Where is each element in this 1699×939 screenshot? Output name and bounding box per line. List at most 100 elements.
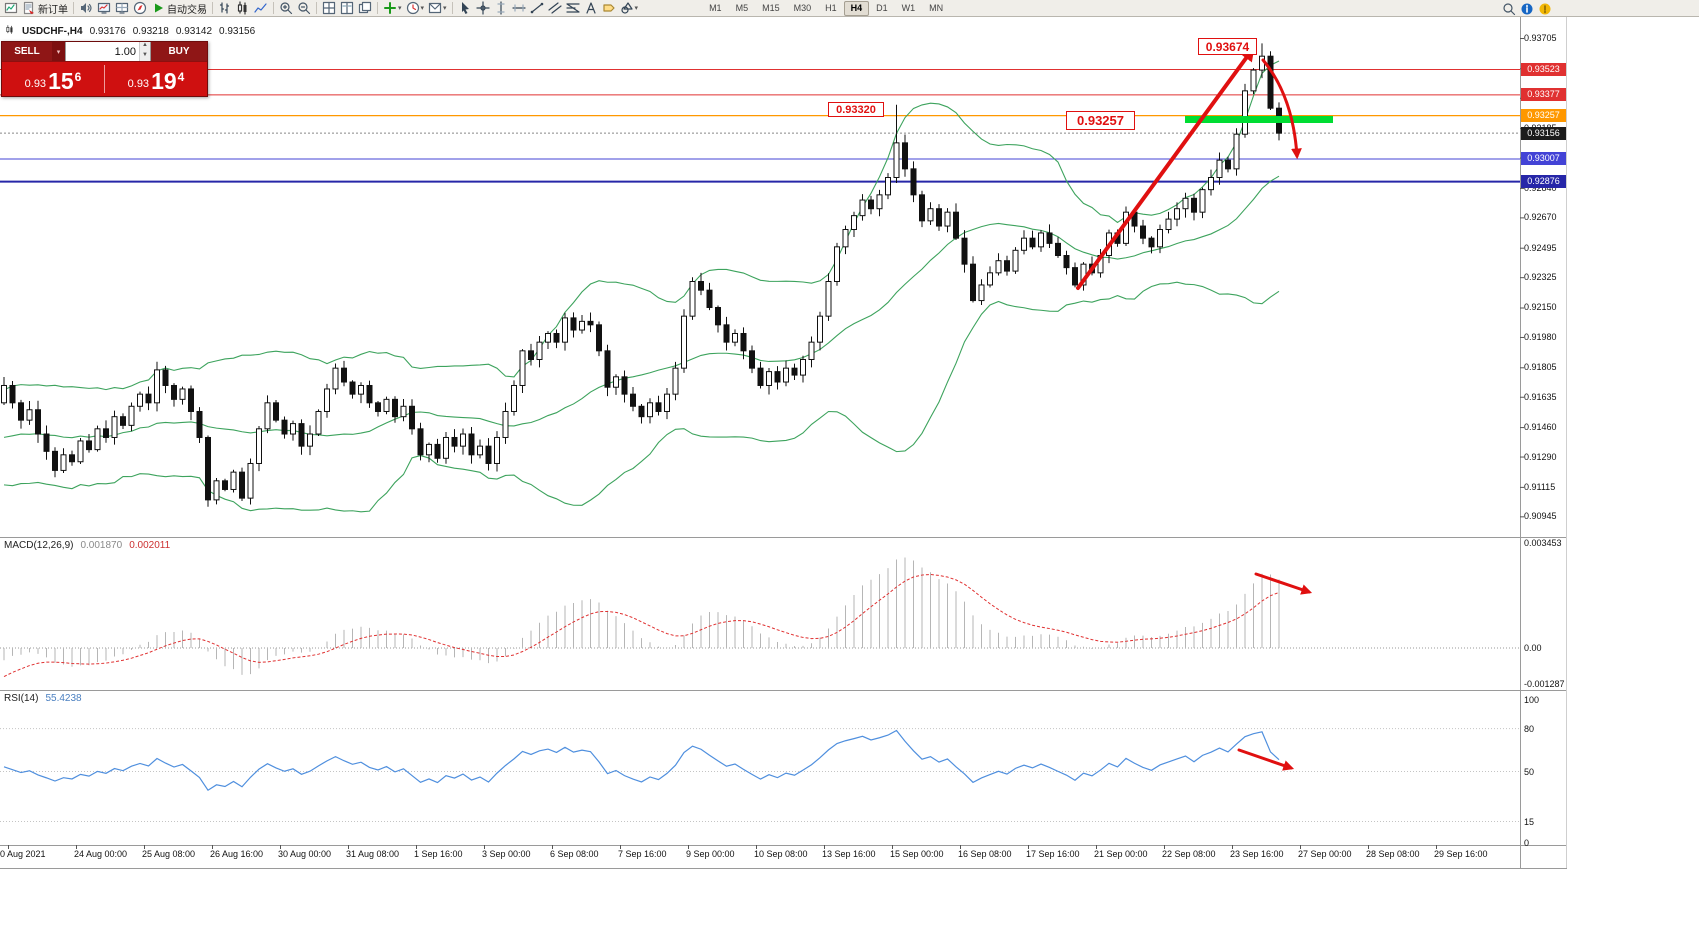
- low-value: 0.93142: [175, 25, 213, 37]
- chart-symbol-line: USDCHF-,H4 0.93176 0.93218 0.93142 0.931…: [5, 24, 255, 38]
- plus-green-icon: [383, 1, 397, 15]
- autotrading-button-label: 自动交易: [167, 4, 207, 16]
- chart-type-icon: [5, 24, 15, 38]
- pane-separator[interactable]: [0, 689, 1567, 692]
- candlestick-mode-button[interactable]: [234, 1, 252, 16]
- sell-price-sup: 6: [74, 70, 82, 84]
- indicators-button[interactable]: ▾: [381, 1, 404, 16]
- timeframe-m5[interactable]: M5: [735, 2, 749, 13]
- macd-label: MACD(12,26,9) 0.001870 0.002011: [4, 540, 170, 551]
- arrange-windows-button[interactable]: [338, 1, 356, 16]
- macd-main-value: 0.001870: [80, 540, 123, 551]
- zoom-in-icon: [279, 1, 293, 15]
- textA-icon: [584, 1, 598, 15]
- data-window-button[interactable]: [113, 1, 131, 16]
- sound-alerts-button[interactable]: [77, 1, 95, 16]
- rsi-label: RSI(14) 55.4238: [4, 693, 82, 704]
- line-chart-mode-button[interactable]: [252, 1, 270, 16]
- community-button[interactable]: [1518, 1, 1536, 16]
- volume-up-icon[interactable]: ▲: [140, 42, 150, 52]
- volume-down-icon[interactable]: ▼: [140, 51, 150, 61]
- buy-price-sup: 4: [177, 70, 185, 84]
- cursor-tool-button[interactable]: [456, 1, 474, 16]
- toolbar-right-group: [1500, 1, 1554, 16]
- horizontal-line-tool-button[interactable]: [510, 1, 528, 16]
- cursor-icon: [458, 1, 472, 15]
- trend-up-arrow[interactable]: [1076, 46, 1255, 290]
- crosshair-tool-button[interactable]: [474, 1, 492, 16]
- tile-windows-button[interactable]: [320, 1, 338, 16]
- buy-price[interactable]: 0.93 19 4: [105, 62, 207, 96]
- sell-price[interactable]: 0.93 15 6: [2, 62, 104, 96]
- timeframe-m1[interactable]: M1: [709, 2, 722, 13]
- macd-signal-value: 0.002011: [129, 540, 171, 551]
- new-order-button-label: 新订单: [38, 4, 68, 16]
- rsi-name: RSI(14): [4, 693, 39, 704]
- timeframe-m30[interactable]: M30: [793, 2, 812, 13]
- linechart-icon: [254, 1, 268, 15]
- timeframe-d1[interactable]: D1: [876, 2, 888, 13]
- cascade-windows-button[interactable]: [356, 1, 374, 16]
- search-button[interactable]: [1500, 1, 1518, 16]
- timeframe-m15[interactable]: M15: [762, 2, 780, 13]
- toolbar-separator: [273, 2, 274, 14]
- buy-button[interactable]: BUY: [151, 42, 207, 61]
- shapes-tool-button[interactable]: ▾: [618, 1, 641, 16]
- channel-tool-button[interactable]: [546, 1, 564, 16]
- timeframe-h1[interactable]: H1: [825, 2, 837, 13]
- zoom-out-button[interactable]: [295, 1, 313, 16]
- pane-separator[interactable]: [0, 536, 1567, 539]
- label-tool-button[interactable]: [600, 1, 618, 16]
- market-watch-button[interactable]: [95, 1, 113, 16]
- dropdown-caret-icon: ▾: [634, 5, 639, 12]
- fibonacci-tool-button[interactable]: [564, 1, 582, 16]
- timeframe-h4[interactable]: H4: [843, 0, 870, 16]
- order-doc-icon: [22, 1, 36, 15]
- buy-price-prefix: 0.93: [127, 78, 150, 90]
- rsi-down-arrow[interactable]: [1237, 748, 1295, 771]
- zoom-in-button[interactable]: [277, 1, 295, 16]
- dropdown-caret-icon: ▾: [420, 5, 425, 12]
- trendline-tool-button[interactable]: [528, 1, 546, 16]
- new-chart-button[interactable]: [2, 1, 20, 16]
- template-icon: [428, 1, 442, 15]
- zoom-out-icon: [297, 1, 311, 15]
- toolbar-separator: [451, 2, 453, 14]
- navigator-button[interactable]: [131, 1, 149, 16]
- bar-chart-mode-button[interactable]: [216, 1, 234, 16]
- vertical-line-tool-button[interactable]: [492, 1, 510, 16]
- hline-icon: [511, 1, 526, 15]
- bars-icon: [218, 1, 232, 15]
- clock-icon: [406, 1, 420, 15]
- macd-name: MACD(12,26,9): [4, 540, 74, 551]
- toolbar-separator: [316, 2, 317, 14]
- timeframe-w1[interactable]: W1: [901, 2, 916, 13]
- compass-icon: [133, 1, 147, 15]
- autotrading-button[interactable]: 自动交易: [149, 1, 209, 16]
- close-value: 0.93156: [219, 25, 256, 37]
- toolbar-separator: [377, 2, 378, 14]
- periods-button[interactable]: ▾: [404, 1, 427, 16]
- new-order-button[interactable]: 新订单: [20, 1, 70, 16]
- sell-button[interactable]: SELL: [2, 42, 52, 61]
- sell-price-prefix: 0.93: [24, 78, 47, 90]
- chart-plus-icon: [4, 1, 18, 15]
- templates-button[interactable]: ▾: [426, 1, 449, 16]
- dropdown-caret-icon: ▾: [398, 5, 402, 12]
- macd-down-arrow[interactable]: [1254, 572, 1313, 595]
- sell-price-big: 15: [48, 68, 74, 94]
- trade-options-caret-icon[interactable]: ▾: [52, 42, 65, 61]
- alert-status-button[interactable]: [1536, 1, 1554, 16]
- volume-field: ▲ ▼: [65, 42, 151, 61]
- search-icon: [1502, 2, 1516, 16]
- crosshair-icon: [475, 1, 490, 15]
- text-tool-button[interactable]: [582, 1, 600, 16]
- toolbar-separator: [73, 2, 74, 14]
- top-reversal-arrow[interactable]: [1261, 58, 1302, 160]
- fibo-icon: [565, 1, 580, 15]
- volume-input[interactable]: [66, 42, 139, 61]
- timeframe-mn[interactable]: MN: [929, 2, 944, 13]
